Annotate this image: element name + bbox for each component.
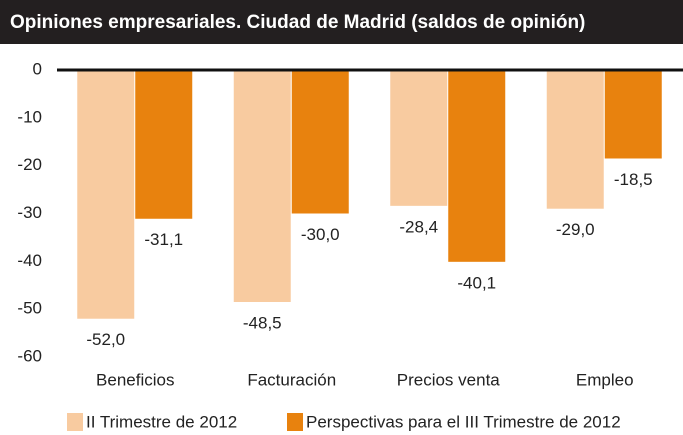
value-label: -52,0 (86, 330, 125, 349)
y-tick-label: -40 (17, 251, 42, 270)
y-tick-label: -20 (17, 155, 42, 174)
bar (233, 70, 291, 302)
value-label: -31,1 (144, 230, 183, 249)
value-label: -48,5 (243, 313, 282, 332)
value-label: -29,0 (556, 220, 595, 239)
value-label: -18,5 (614, 170, 653, 189)
legend-swatch (67, 413, 83, 431)
chart-title: Opiniones empresariales. Ciudad de Madri… (10, 12, 585, 33)
y-tick-label: -50 (17, 299, 42, 318)
bar (546, 70, 604, 209)
bar (77, 70, 135, 319)
y-tick-label: -60 (17, 346, 42, 365)
x-tick-label: Facturación (247, 370, 336, 389)
value-label: -40,1 (457, 273, 496, 292)
value-label: -28,4 (399, 217, 438, 236)
bar (448, 70, 506, 262)
legend-label: II Trimestre de 2012 (86, 412, 237, 431)
legend-swatch (287, 413, 303, 431)
x-tick-label: Beneficios (96, 370, 174, 389)
y-tick-label: -10 (17, 107, 42, 126)
legend-label: Perspectivas para el III Trimestre de 20… (306, 412, 621, 431)
bar (291, 70, 349, 214)
y-tick-label: -30 (17, 203, 42, 222)
bar (390, 70, 448, 206)
bar (604, 70, 662, 159)
x-tick-label: Precios venta (397, 370, 501, 389)
y-tick-label: 0 (33, 59, 42, 78)
x-tick-label: Empleo (576, 370, 634, 389)
value-label: -30,0 (301, 225, 340, 244)
title-bar (0, 0, 683, 44)
bar (135, 70, 193, 219)
